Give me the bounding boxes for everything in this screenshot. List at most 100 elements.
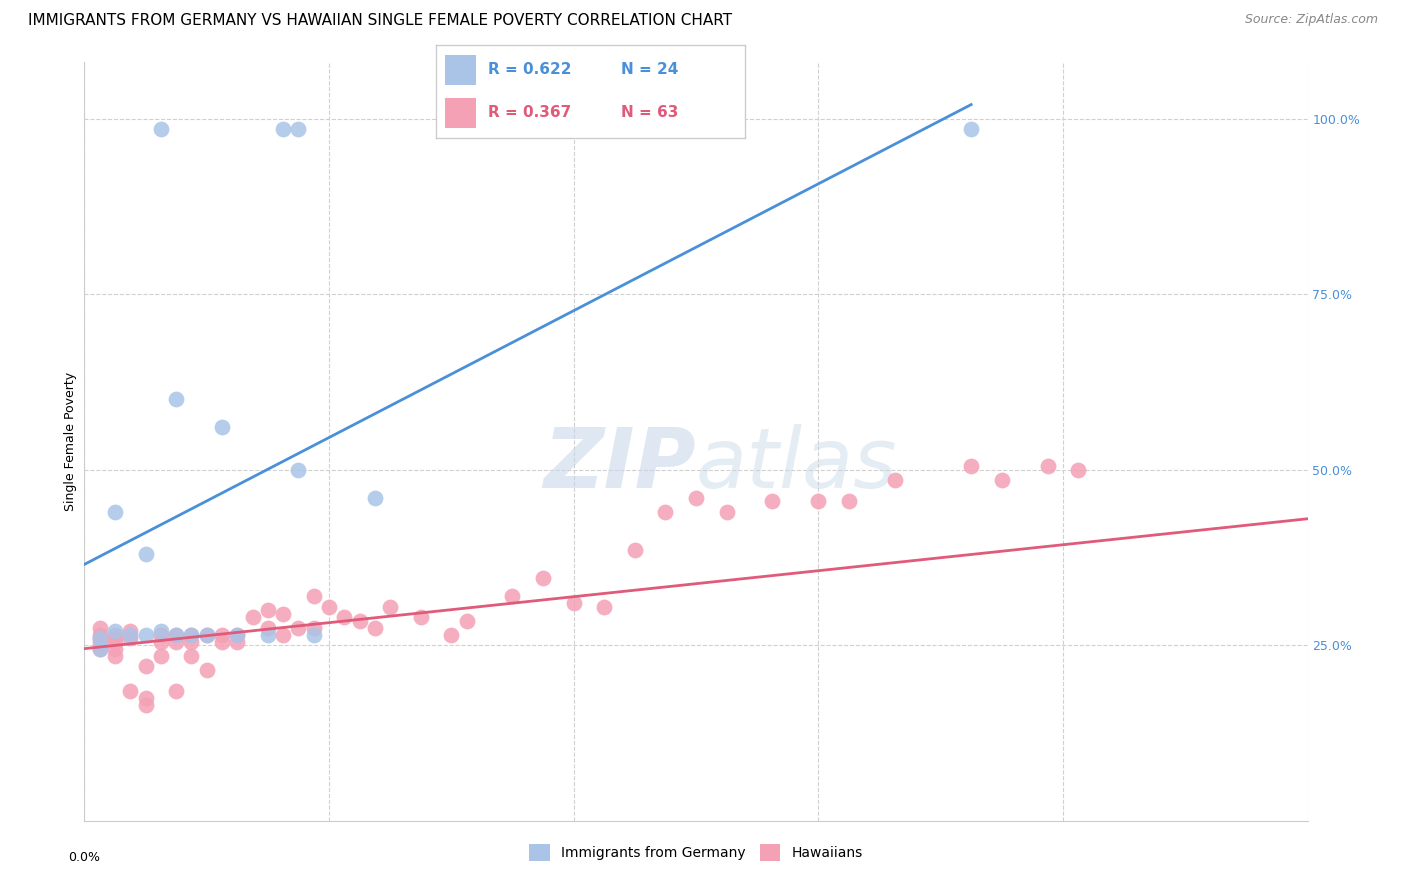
Point bbox=[89, 631, 111, 645]
Text: R = 0.367: R = 0.367 bbox=[488, 105, 572, 120]
Text: R = 0.622: R = 0.622 bbox=[488, 62, 572, 78]
Point bbox=[89, 641, 111, 656]
Point bbox=[364, 621, 387, 635]
Bar bbox=[446, 55, 477, 85]
Point bbox=[456, 614, 478, 628]
Point bbox=[761, 494, 783, 508]
Point bbox=[593, 599, 616, 614]
Text: atlas: atlas bbox=[696, 424, 897, 505]
Point bbox=[195, 627, 218, 641]
Point bbox=[149, 122, 172, 136]
Point bbox=[271, 627, 294, 641]
Point bbox=[409, 610, 432, 624]
Point bbox=[135, 698, 157, 712]
Point bbox=[716, 505, 738, 519]
Point bbox=[502, 589, 524, 603]
Text: ZIP: ZIP bbox=[543, 424, 696, 505]
Point bbox=[104, 624, 127, 639]
Bar bbox=[446, 98, 477, 128]
Point bbox=[104, 648, 127, 663]
Text: IMMIGRANTS FROM GERMANY VS HAWAIIAN SINGLE FEMALE POVERTY CORRELATION CHART: IMMIGRANTS FROM GERMANY VS HAWAIIAN SING… bbox=[28, 13, 733, 29]
Point bbox=[838, 494, 860, 508]
Text: 0.0%: 0.0% bbox=[69, 851, 100, 864]
Point bbox=[440, 627, 463, 641]
Point bbox=[883, 473, 905, 487]
Point bbox=[165, 634, 187, 648]
Point bbox=[149, 627, 172, 641]
Point bbox=[271, 122, 294, 136]
Point bbox=[226, 627, 249, 641]
Point bbox=[333, 610, 356, 624]
Point bbox=[149, 634, 172, 648]
Point bbox=[364, 491, 387, 505]
Point bbox=[104, 641, 127, 656]
Point bbox=[135, 547, 157, 561]
Point bbox=[226, 634, 249, 648]
Point bbox=[120, 631, 142, 645]
Text: N = 24: N = 24 bbox=[621, 62, 679, 78]
Point bbox=[135, 627, 157, 641]
Point bbox=[562, 596, 585, 610]
Point bbox=[257, 603, 280, 617]
Legend: Immigrants from Germany, Hawaiians: Immigrants from Germany, Hawaiians bbox=[523, 838, 869, 867]
Point bbox=[89, 631, 111, 645]
Point bbox=[562, 122, 585, 136]
Point bbox=[180, 627, 202, 641]
Point bbox=[135, 659, 157, 673]
Point bbox=[211, 634, 233, 648]
Point bbox=[287, 621, 309, 635]
Point bbox=[195, 627, 218, 641]
Point bbox=[195, 663, 218, 677]
Point bbox=[120, 624, 142, 639]
Point bbox=[624, 543, 647, 558]
Point bbox=[302, 589, 325, 603]
Point bbox=[302, 627, 325, 641]
Point bbox=[531, 571, 554, 585]
Point bbox=[960, 122, 983, 136]
Point bbox=[349, 614, 371, 628]
Point bbox=[104, 631, 127, 645]
Point bbox=[257, 621, 280, 635]
Point bbox=[104, 634, 127, 648]
Point bbox=[180, 627, 202, 641]
Point bbox=[1067, 462, 1090, 476]
Point bbox=[271, 607, 294, 621]
Point bbox=[89, 621, 111, 635]
Text: N = 63: N = 63 bbox=[621, 105, 679, 120]
Point bbox=[135, 690, 157, 705]
Point bbox=[120, 627, 142, 641]
Point bbox=[211, 420, 233, 434]
Point bbox=[89, 627, 111, 641]
Point bbox=[165, 683, 187, 698]
Point bbox=[578, 122, 600, 136]
Point bbox=[807, 494, 830, 508]
Point bbox=[654, 505, 676, 519]
Point bbox=[991, 473, 1014, 487]
Point bbox=[302, 621, 325, 635]
Point bbox=[380, 599, 402, 614]
Y-axis label: Single Female Poverty: Single Female Poverty bbox=[65, 372, 77, 511]
Point bbox=[960, 459, 983, 474]
Point bbox=[685, 491, 707, 505]
Point bbox=[120, 683, 142, 698]
Point bbox=[180, 634, 202, 648]
Point bbox=[1036, 459, 1059, 474]
Point bbox=[89, 641, 111, 656]
Point bbox=[149, 648, 172, 663]
Point bbox=[149, 624, 172, 639]
Point bbox=[104, 627, 127, 641]
Text: Source: ZipAtlas.com: Source: ZipAtlas.com bbox=[1244, 13, 1378, 27]
Point bbox=[165, 392, 187, 407]
Point bbox=[318, 599, 340, 614]
Point bbox=[165, 627, 187, 641]
Point bbox=[180, 648, 202, 663]
Point bbox=[257, 627, 280, 641]
Point bbox=[226, 627, 249, 641]
Point bbox=[89, 634, 111, 648]
Point bbox=[104, 505, 127, 519]
Point bbox=[287, 462, 309, 476]
Point bbox=[165, 627, 187, 641]
Point bbox=[287, 122, 309, 136]
Point bbox=[242, 610, 264, 624]
Point bbox=[211, 627, 233, 641]
